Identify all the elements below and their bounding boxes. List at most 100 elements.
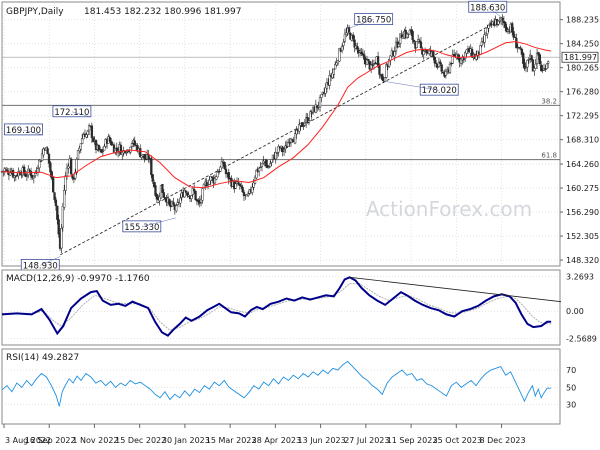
candle-body	[179, 197, 182, 204]
swing-label-text: 148.930	[23, 261, 58, 271]
candle-body	[328, 74, 331, 86]
candle-body	[86, 130, 89, 135]
candle-body	[519, 47, 522, 49]
price-tick-label: 160.275	[566, 184, 599, 193]
candle-body	[486, 27, 489, 35]
candle-body	[238, 183, 241, 186]
candle-body	[419, 41, 423, 49]
candle-body	[32, 176, 35, 179]
candle-body	[484, 33, 488, 36]
price-panel-frame	[1, 1, 561, 267]
date-tick-label: 28 Apr 2023	[252, 436, 301, 445]
candle-body	[46, 148, 49, 154]
candle-body	[381, 74, 384, 80]
candle-body	[546, 61, 550, 64]
candle-body	[61, 205, 64, 228]
candle-body	[147, 154, 150, 160]
candle-body	[175, 205, 178, 212]
candle-body	[300, 122, 304, 128]
candle-body	[29, 171, 33, 177]
candle-body	[40, 153, 44, 161]
candle-body	[69, 158, 73, 175]
price-tick-label: 164.260	[566, 160, 599, 169]
swing-label-leader	[71, 111, 90, 117]
candle-body	[90, 125, 94, 138]
trendline-segment	[60, 18, 502, 256]
rsi-tick-label: 70	[566, 366, 576, 375]
candle-body	[11, 169, 15, 178]
candle-body	[241, 186, 244, 193]
candle-body	[208, 179, 211, 185]
swing-label-leader	[487, 7, 502, 18]
price-panel: 38.2 61.8 169.100 172.110 148.930 155.330 186…	[0, 0, 599, 424]
candle-body	[335, 62, 338, 66]
candle-body	[199, 198, 203, 203]
candle-body	[370, 64, 373, 70]
candle-body	[42, 148, 45, 156]
rsi-panel-frame	[1, 348, 561, 425]
candle-body	[526, 59, 529, 68]
candle-body	[470, 49, 474, 58]
candle-body	[405, 33, 409, 38]
candle-body	[64, 175, 67, 191]
candle-body	[534, 63, 537, 69]
candle-body	[342, 42, 345, 46]
candle-body	[97, 144, 100, 151]
candle-body	[101, 150, 105, 152]
swing-label: 178.020	[383, 80, 459, 96]
macd-panel-frame	[1, 269, 561, 346]
candle-body	[356, 46, 359, 50]
candle-body	[332, 69, 335, 75]
price-tick-label: 148.320	[566, 256, 599, 265]
price-tick-label: 184.250	[566, 40, 599, 49]
candle-body	[324, 87, 327, 94]
candle-body	[38, 159, 41, 169]
candle-body	[545, 63, 548, 70]
candle-body	[224, 168, 228, 175]
candle-body	[219, 166, 222, 172]
candle-body	[63, 189, 66, 208]
candle-body	[459, 58, 463, 64]
candle-body	[39, 160, 42, 163]
candle-body	[523, 62, 526, 69]
candle-body	[259, 166, 262, 168]
date-tick-label: 3 Aug 2022	[5, 436, 51, 445]
candle-body	[227, 172, 230, 180]
candle-body	[293, 133, 297, 144]
candle-body	[162, 192, 165, 198]
candle-body	[130, 143, 134, 147]
candle-body	[515, 37, 518, 49]
candle-body	[336, 60, 340, 64]
candle-body	[269, 163, 272, 167]
candle-body	[24, 173, 27, 177]
candle-body	[50, 171, 53, 179]
candle-body	[295, 129, 298, 135]
candle-body	[186, 192, 189, 196]
candle-body	[220, 161, 223, 169]
candle-body	[216, 171, 219, 178]
candle-body	[242, 191, 246, 197]
candle-body	[347, 27, 351, 33]
candle-body	[444, 71, 447, 76]
candle-body	[345, 32, 348, 36]
candle-body	[502, 20, 506, 24]
rsi-title: RSI(14) 49.2827	[6, 353, 79, 363]
candle-body	[191, 188, 194, 195]
candle-body	[56, 205, 59, 220]
candle-body	[74, 171, 77, 179]
swing-label-box	[354, 13, 394, 25]
candle-body	[310, 112, 313, 114]
candle-body	[152, 182, 156, 187]
candle-body	[451, 54, 454, 64]
price-tick-label: 156.290	[566, 208, 599, 217]
date-tick-label: 1 Nov 2022	[72, 436, 118, 445]
support-trendline	[60, 18, 502, 256]
candle-body	[164, 197, 167, 200]
candle-body	[432, 51, 435, 58]
candle-body	[418, 40, 421, 43]
candle-body	[537, 52, 540, 56]
swing-label-box	[468, 0, 508, 13]
candle-body	[325, 82, 329, 89]
candle-body	[535, 52, 539, 64]
